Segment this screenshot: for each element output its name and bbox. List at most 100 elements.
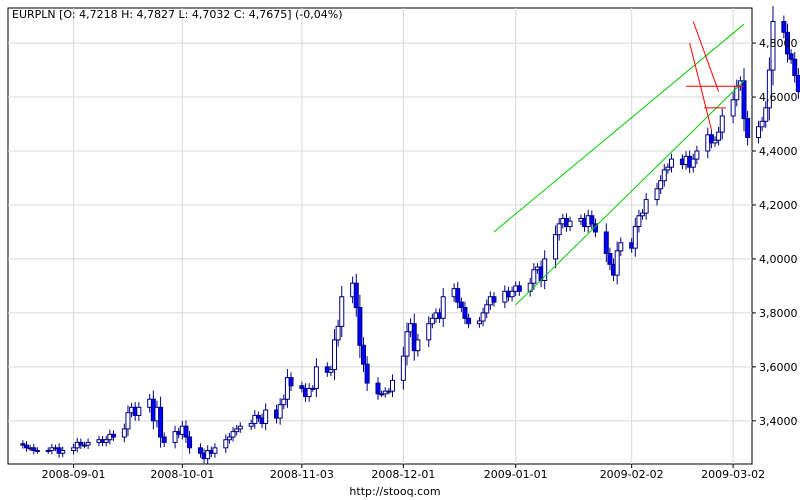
candle-body-down: [361, 344, 367, 365]
grid-lines: [8, 8, 752, 464]
candle-body-down: [466, 317, 472, 325]
candle-body-up: [654, 188, 660, 201]
candle-body-up: [313, 366, 319, 389]
candle-body-up: [45, 450, 51, 453]
candle-body-up: [694, 150, 700, 160]
candle-body-up: [328, 369, 334, 373]
candle-body-up: [103, 439, 109, 443]
candle-body-up: [669, 158, 675, 168]
candle-body-down: [708, 134, 714, 144]
candle-body-down: [161, 436, 167, 443]
candle-body-up: [542, 258, 548, 282]
candle-body-up: [306, 387, 312, 398]
candle-body-up: [404, 331, 410, 357]
candle-body-up: [379, 393, 385, 396]
candle-body-up: [284, 377, 290, 400]
chart-title: EURPLN [O: 4,7218 H: 4,7827 L: 4,7032 C:…: [12, 8, 343, 21]
candle-body-up: [553, 234, 559, 260]
candle-body-up: [136, 406, 142, 416]
candle-body-up: [476, 320, 482, 325]
candle-body-up: [661, 169, 667, 182]
y-tick-label: 4,8000: [759, 37, 798, 50]
candle-body-up: [658, 180, 664, 190]
candle-body-down: [784, 31, 790, 55]
candle-body-up: [237, 425, 243, 430]
candle-body-down: [458, 301, 464, 309]
candle-body-up: [400, 355, 406, 381]
candle-body-up: [509, 290, 515, 298]
candle-body-up: [643, 199, 649, 214]
x-tick-label: 2009-03-02: [701, 468, 765, 481]
y-tick-label: 4,2000: [759, 199, 798, 212]
candle-body-down: [255, 414, 261, 419]
candle-body-up: [389, 379, 395, 392]
candle-body-down: [364, 363, 370, 384]
y-tick-label: 4,0000: [759, 253, 798, 266]
candle-body-up: [527, 282, 533, 292]
channel-line: [515, 80, 745, 306]
candle-body-up: [730, 99, 736, 117]
candle-body-up: [712, 139, 718, 144]
candle-body-up: [205, 450, 211, 460]
x-axis: 2008-09-01 2008-10-01 2008-11-03 2008-12-01…: [42, 464, 765, 481]
overlay-lines: [493, 21, 745, 306]
candle-body-down: [607, 253, 613, 265]
candle-body-down: [411, 323, 417, 352]
candle-body-down: [288, 377, 294, 387]
candle-body-up: [567, 220, 573, 228]
candle-body-down: [603, 231, 609, 255]
candle-body-up: [716, 131, 722, 141]
candle-body-down: [20, 443, 26, 446]
candle-body-down: [745, 118, 751, 139]
candle-body-up: [277, 404, 283, 419]
source-link[interactable]: http://stooq.com: [349, 485, 440, 498]
candle-body-down: [781, 20, 787, 33]
candle-body-up: [230, 431, 236, 438]
candle-body-up: [636, 215, 642, 228]
candle-body-down: [788, 53, 794, 60]
plot-area: [7, 7, 753, 465]
candle-body-up: [770, 20, 776, 71]
candle-body-up: [766, 69, 772, 109]
trend-line: [692, 21, 720, 92]
candle-body-up: [234, 428, 240, 433]
candle-body-down: [197, 447, 203, 454]
candle-body-down: [795, 74, 800, 93]
candle-body-down: [31, 447, 37, 452]
y-tick-label: 4,6000: [759, 91, 798, 104]
candle-body-up: [480, 312, 486, 322]
candle-body-up: [484, 304, 490, 314]
candle-body-up: [440, 296, 446, 319]
x-tick-label: 2008-10-01: [150, 468, 214, 481]
candle-body-up: [665, 166, 671, 171]
y-tick-label: 3,4000: [759, 415, 798, 428]
y-tick-label: 4,4000: [759, 145, 798, 158]
candle-body-up: [34, 450, 40, 453]
candle-body-up: [763, 107, 769, 122]
candle-body-down: [462, 307, 468, 319]
y-tick-label: 3,8000: [759, 307, 798, 320]
x-tick-label: 2009-01-01: [484, 468, 548, 481]
candle-body-up: [252, 414, 258, 425]
candle-body-up: [60, 450, 66, 454]
x-tick-label: 2009-02-02: [600, 468, 664, 481]
candle-body-down: [491, 296, 497, 303]
candle-body-up: [125, 412, 131, 430]
candle-body-up: [281, 398, 287, 406]
candle-body-up: [310, 387, 316, 390]
candle-body-down: [110, 433, 116, 438]
candle-body-down: [792, 58, 798, 76]
candle-body-up: [429, 317, 435, 325]
candle-body-up: [212, 447, 218, 454]
y-axis: 3,4000 3,6000 3,8000 4,0000 4,2000 4,4000 4,60…: [752, 37, 798, 428]
candle-body-up: [85, 441, 91, 446]
candle-body-down: [187, 436, 193, 449]
candle-body-up: [339, 296, 345, 327]
candle-body-up: [121, 428, 127, 438]
candle-body-up: [618, 242, 624, 252]
x-tick-label: 2008-09-01: [42, 468, 106, 481]
candle-body-down: [23, 444, 29, 449]
candle-body-up: [223, 439, 229, 449]
candle-body-up: [172, 431, 178, 443]
y-tick-label: 3,6000: [759, 361, 798, 374]
